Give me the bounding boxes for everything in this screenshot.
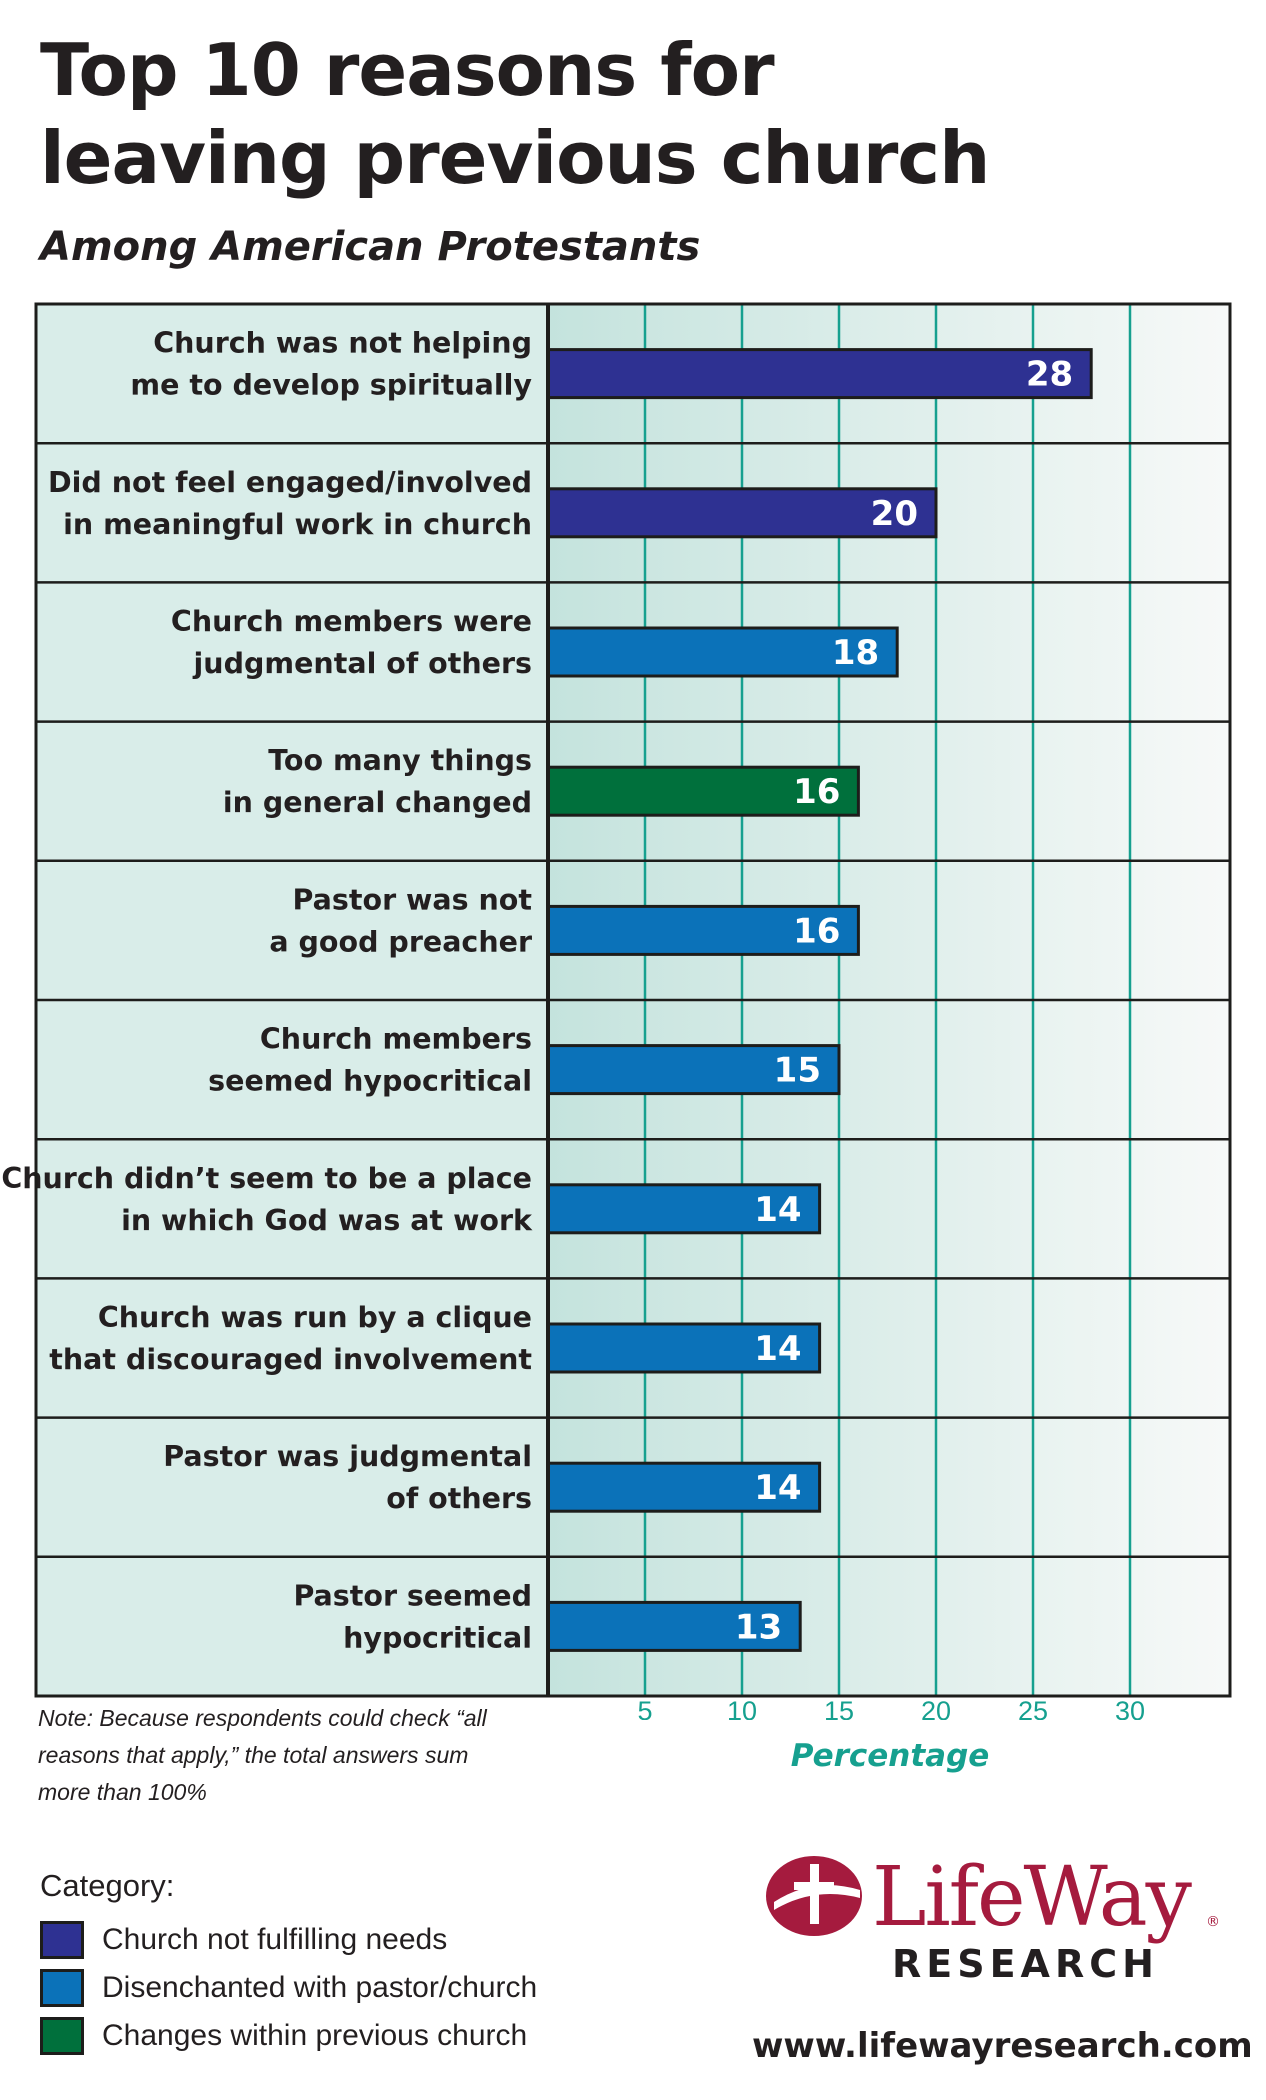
bar-value-label: 16 xyxy=(793,772,840,812)
category-label: that discouraged involvement xyxy=(49,1343,532,1376)
chart-title: Top 10 reasons for leaving previous chur… xyxy=(40,26,1220,202)
category-label: a good preacher xyxy=(269,925,532,958)
bar-value-label: 13 xyxy=(735,1607,782,1647)
x-tick-label: 15 xyxy=(824,1696,854,1720)
category-label: Pastor was not xyxy=(293,883,532,916)
bar-value-label: 18 xyxy=(832,633,879,673)
logo-subtext: RESEARCH xyxy=(892,1942,1159,1986)
bar-value-label: 16 xyxy=(793,911,840,951)
bar xyxy=(546,1600,802,1652)
category-label: in which God was at work xyxy=(121,1204,533,1237)
bar-value-label: 28 xyxy=(1026,355,1073,395)
chart-subtitle: Among American Protestants xyxy=(40,224,701,270)
category-label: judgmental of others xyxy=(193,647,532,680)
category-label: Church members xyxy=(260,1023,532,1056)
bar-value-label: 20 xyxy=(871,494,918,534)
title-line-2: leaving previous church xyxy=(40,116,990,200)
bar xyxy=(546,1044,841,1096)
category-label: Church didn’t seem to be a place xyxy=(1,1162,532,1195)
category-label: in meaningful work in church xyxy=(63,508,532,541)
category-label: Pastor was judgmental xyxy=(163,1440,532,1473)
legend-label: Disenchanted with pastor/church xyxy=(102,1971,538,2004)
bar-value-label: 14 xyxy=(754,1468,801,1508)
footnote: Note: Because respondents could check “a… xyxy=(38,1705,487,1805)
category-label: hypocritical xyxy=(343,1621,532,1654)
category-label: Pastor seemed xyxy=(293,1579,532,1612)
legend-item-disenchanted: Disenchanted with pastor/church xyxy=(40,1964,660,2012)
legend-label: Changes within previous church xyxy=(102,2019,528,2052)
x-tick-label: 5 xyxy=(637,1696,652,1720)
category-label: Too many things xyxy=(268,744,532,777)
logo-wordmark: LifeWay xyxy=(872,1850,1192,1945)
website-url: www.lifewayresearch.com xyxy=(752,2026,1253,2066)
category-label: me to develop spiritually xyxy=(130,369,532,402)
bar xyxy=(546,765,860,817)
bar-value-label: 15 xyxy=(774,1051,821,1091)
bar xyxy=(546,1461,822,1513)
category-label: of others xyxy=(386,1482,532,1515)
category-label: Church was not helping xyxy=(153,327,532,360)
x-axis-title: Percentage xyxy=(790,1738,990,1774)
bar xyxy=(546,1322,822,1374)
cross-emblem-icon xyxy=(766,1856,862,1936)
category-label: Church was run by a clique xyxy=(98,1301,532,1334)
bar-chart: 5 10 15 20 25 30 28 Church was not helping me to… xyxy=(1,302,1232,1720)
bar-value-label: 14 xyxy=(754,1190,801,1230)
legend-swatch-disenchanted xyxy=(40,1969,84,2007)
legend-item-needs: Church not fulfilling needs xyxy=(40,1916,660,1964)
bar-value-label: 14 xyxy=(754,1329,801,1369)
legend-title: Category: xyxy=(40,1868,175,1903)
x-tick-label: 20 xyxy=(921,1696,951,1720)
legend-item-changes: Changes within previous church xyxy=(40,2012,660,2060)
legend: Category: Church not fulfilling needs Di… xyxy=(40,1866,660,2060)
category-label: Did not feel engaged/involved xyxy=(48,466,532,499)
legend-swatch-needs xyxy=(40,1921,84,1959)
category-label: seemed hypocritical xyxy=(208,1065,532,1098)
chart-frame xyxy=(34,302,1232,1698)
x-tick-label: 30 xyxy=(1115,1696,1145,1720)
bar xyxy=(546,487,938,539)
registered-mark: ® xyxy=(1206,1914,1220,1930)
x-tick-label: 10 xyxy=(727,1696,757,1720)
category-label: in general changed xyxy=(223,786,532,819)
bar xyxy=(546,348,1093,400)
bar xyxy=(546,1183,822,1235)
legend-swatch-changes xyxy=(40,2017,84,2055)
category-label: Church members were xyxy=(171,605,532,638)
x-tick-label: 25 xyxy=(1018,1696,1048,1720)
title-line-1: Top 10 reasons for xyxy=(40,28,775,112)
legend-label: Church not fulfilling needs xyxy=(102,1923,448,1956)
lifeway-logo: LifeWay ® RESEARCH xyxy=(760,1846,1230,1996)
